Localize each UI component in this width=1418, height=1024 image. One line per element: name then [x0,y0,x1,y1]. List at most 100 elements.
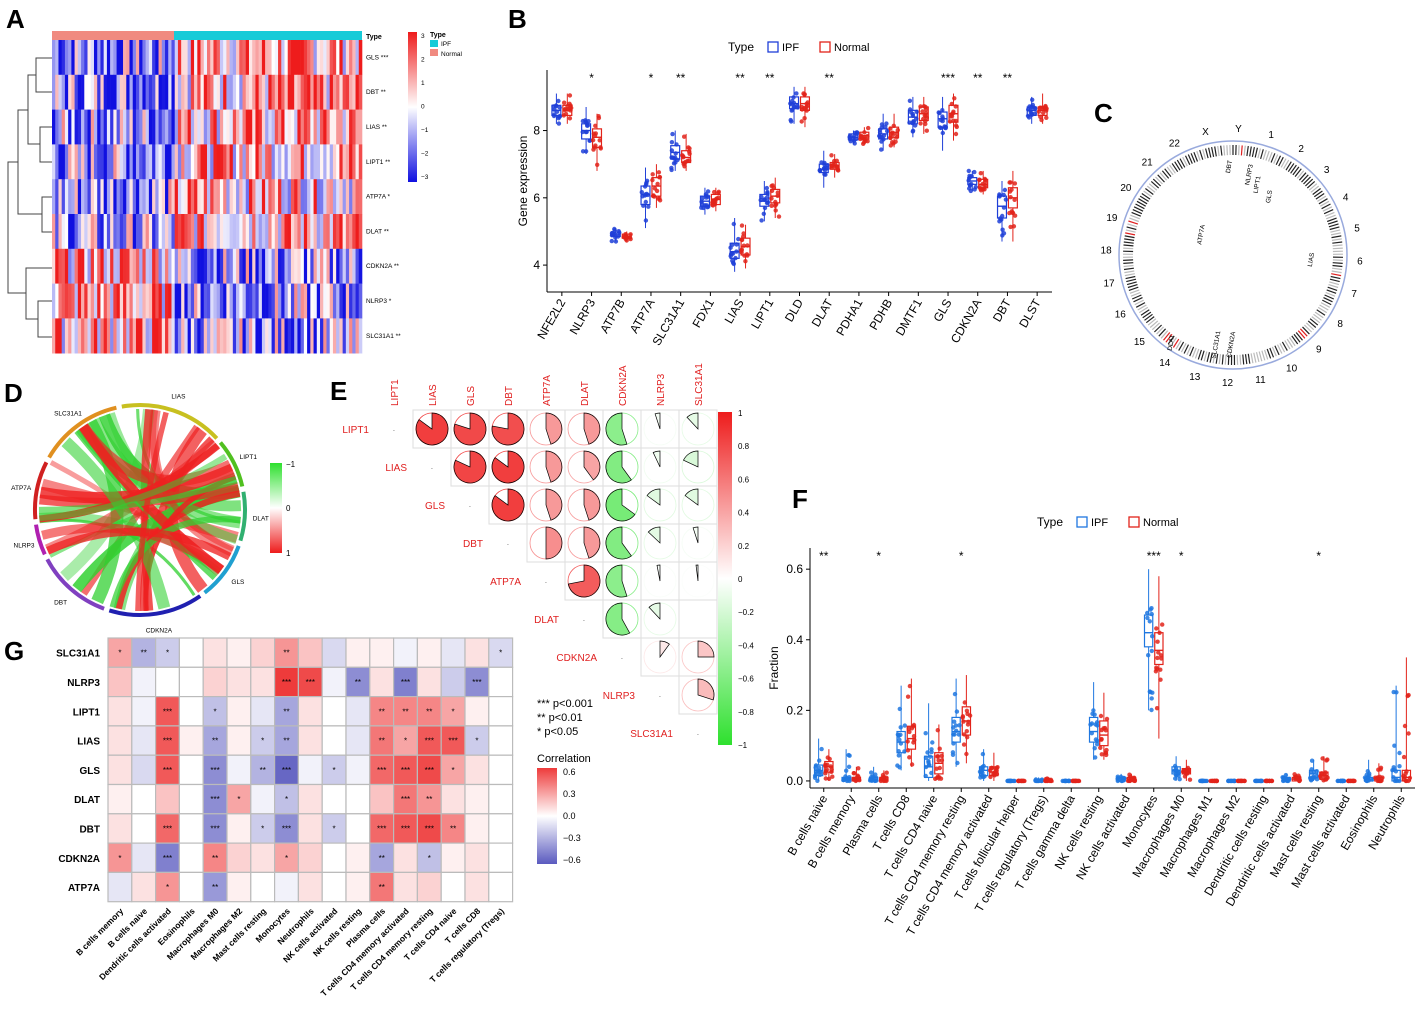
heat-cell [168,109,172,145]
heat-cell [290,283,295,319]
data-point [1008,224,1013,230]
row-label: NLRP3 [603,691,636,702]
heat-cell [274,214,279,250]
heat-cell [226,813,252,844]
heat-cell [64,283,69,319]
cytoband [1273,154,1279,164]
heat-cell [297,144,301,180]
heat-cell [287,109,292,145]
heat-cell [155,144,159,180]
heat-cell [61,214,66,250]
heat-cell [358,179,363,215]
chromosome-label: 4 [1343,192,1349,203]
heat-cell [126,318,130,354]
pie-wedge [656,564,661,582]
heat-cell [174,318,179,354]
cytoband [1328,223,1339,228]
heat-cell [216,283,221,319]
data-point [562,100,567,105]
heat-cell [148,248,153,284]
cytoband [1172,338,1180,348]
panel-label-a: A [6,4,25,34]
heat-cell [297,637,323,668]
heat-cell [258,248,263,284]
cytoband [1286,338,1294,348]
column-label: GLS [466,386,477,406]
heat-cell [203,179,208,215]
data-point [789,108,794,113]
heat-cell [58,144,62,180]
heat-cell [116,109,121,145]
heat-cell [207,214,211,250]
heat-cell [113,74,117,110]
star-label: ** [379,737,385,746]
data-point [788,117,793,123]
cytoband [1295,332,1303,341]
heat-cell [294,248,298,284]
heat-cell [161,318,166,354]
data-point [952,732,957,737]
star-label: * [261,824,264,833]
heat-cell [271,109,276,145]
heat-cell [219,248,224,284]
heat-cell [52,179,56,215]
star-label: ** [379,883,385,892]
data-point [965,722,971,727]
data-point [966,168,971,174]
heat-cell [178,813,204,844]
heat-cell [274,109,279,145]
heat-cell [68,144,72,180]
data-point [654,188,660,194]
legend-key [1076,516,1088,528]
heat-cell [216,214,221,250]
star-label: ** [141,649,147,658]
heat-cell [81,74,85,110]
chord-sector [34,524,47,556]
heat-cell [200,74,205,110]
heat-cell [329,283,334,319]
heat-cell [268,248,272,284]
box [1143,614,1154,648]
heat-cell [320,40,324,76]
heat-cell [132,179,137,215]
gene-label: SLC31A1 [1211,330,1223,359]
data-point [1041,110,1046,116]
heat-cell [81,109,85,145]
heat-cell [488,783,514,815]
heat-cell [332,248,337,284]
data-point [670,131,675,137]
heat-cell [113,283,117,319]
heat-cell [352,214,356,250]
cytoband [1136,200,1146,207]
heat-cell [132,74,137,110]
heat-cell [278,40,282,76]
cytoband [1126,226,1137,231]
heat-cell [355,74,360,110]
data-point [961,742,967,747]
row-label: CDKN2A [58,854,100,865]
heat-cell [197,214,201,250]
data-point [686,145,691,150]
heat-cell [297,813,323,844]
heat-cell [161,109,166,145]
cytoband [1214,146,1217,157]
heat-cell [250,695,276,727]
cytoband [1128,220,1139,225]
heat-cell [210,144,214,180]
data-point [983,177,988,183]
pie-wedge [683,450,699,468]
data-point [934,766,939,771]
heat-cell [84,248,88,284]
heat-cell [336,248,340,284]
star-label: * [475,737,478,746]
data-point [669,140,675,145]
heat-cell [313,179,318,215]
heat-cell [236,179,240,215]
row-label: GLS *** [366,54,389,61]
heat-cell [119,40,124,76]
cytoband [1193,151,1199,162]
heat-cell [281,318,285,354]
data-point [567,116,573,121]
heat-cell [142,318,146,354]
heat-cell [142,283,146,319]
